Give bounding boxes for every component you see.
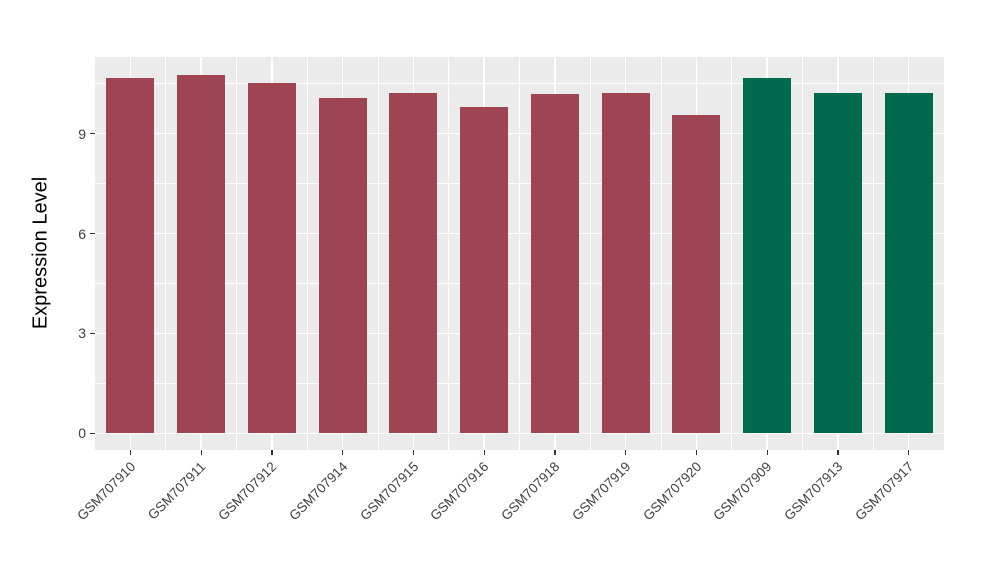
minor-gridline-vertical: [872, 57, 874, 450]
y-axis-tick: [90, 432, 95, 435]
minor-gridline-vertical: [236, 57, 237, 450]
y-axis-tick-label: 0: [78, 425, 86, 442]
bar-GSM707920: [672, 114, 721, 434]
x-axis-tick: [908, 450, 910, 455]
x-axis-tick-label-text: GSM707916: [427, 459, 492, 524]
y-axis-title-text: Expression Level: [29, 176, 52, 330]
x-axis-tick: [200, 450, 202, 455]
major-gridline-horizontal: [95, 132, 944, 135]
y-axis-tick-label: 3: [78, 325, 86, 342]
x-axis-tick-label-text: GSM707913: [781, 459, 846, 524]
x-axis-tick-label-text: GSM707911: [145, 459, 209, 523]
major-gridline-horizontal: [95, 432, 944, 435]
minor-gridline-vertical: [165, 57, 167, 450]
major-gridline-horizontal: [95, 232, 944, 235]
y-axis-tick-label: 6: [78, 225, 86, 242]
x-axis-tick-label-text: GSM707914: [286, 459, 351, 524]
minor-gridline-vertical: [589, 57, 591, 450]
bar-GSM707910: [106, 77, 155, 434]
x-axis-tick: [695, 450, 698, 455]
x-axis-tick: [625, 450, 627, 455]
bar-GSM707916: [460, 107, 509, 434]
y-axis-tick: [90, 133, 95, 135]
x-axis-tick: [766, 450, 768, 455]
x-axis-tick-label-text: GSM707917: [852, 459, 917, 524]
x-axis-tick-label-text: GSM707920: [639, 459, 704, 524]
bar-GSM707918: [530, 94, 579, 434]
minor-gridline-vertical: [731, 57, 733, 450]
y-axis-tick-label: 9: [78, 125, 86, 142]
bar-GSM707909: [743, 78, 792, 434]
bar-GSM707912: [247, 82, 296, 434]
x-axis-tick-label-text: GSM707912: [215, 459, 280, 524]
bar-GSM707911: [177, 74, 226, 434]
y-axis-tick: [90, 233, 95, 235]
x-axis-tick: [837, 450, 839, 455]
x-axis-tick: [271, 450, 273, 455]
minor-gridline-vertical: [519, 57, 520, 450]
x-axis-tick: [342, 450, 344, 455]
minor-gridline-vertical: [448, 57, 450, 450]
x-axis-tick-label-text: GSM707919: [569, 459, 634, 524]
bar-GSM707917: [884, 92, 933, 434]
minor-gridline-vertical: [377, 57, 379, 450]
bar-GSM707919: [601, 93, 650, 434]
minor-gridline-vertical: [802, 57, 803, 450]
x-axis-tick-label-text: GSM707910: [73, 459, 138, 524]
x-axis-tick: [129, 450, 132, 455]
plot-panel: [95, 57, 944, 450]
bar-GSM707913: [813, 92, 862, 434]
x-axis-tick: [412, 450, 415, 455]
y-axis-tick: [90, 332, 95, 335]
minor-gridline-vertical: [306, 57, 308, 450]
bar-GSM707915: [389, 93, 438, 434]
bar-GSM707914: [318, 97, 367, 434]
x-axis-tick-label-text: GSM707909: [710, 459, 775, 524]
minor-gridline-vertical: [660, 57, 662, 450]
x-axis-tick-label-text: GSM707915: [356, 459, 421, 524]
x-axis-tick: [483, 450, 485, 455]
major-gridline-horizontal: [95, 332, 944, 335]
x-axis-tick: [554, 450, 556, 455]
x-axis-tick-label-text: GSM707918: [498, 459, 563, 524]
